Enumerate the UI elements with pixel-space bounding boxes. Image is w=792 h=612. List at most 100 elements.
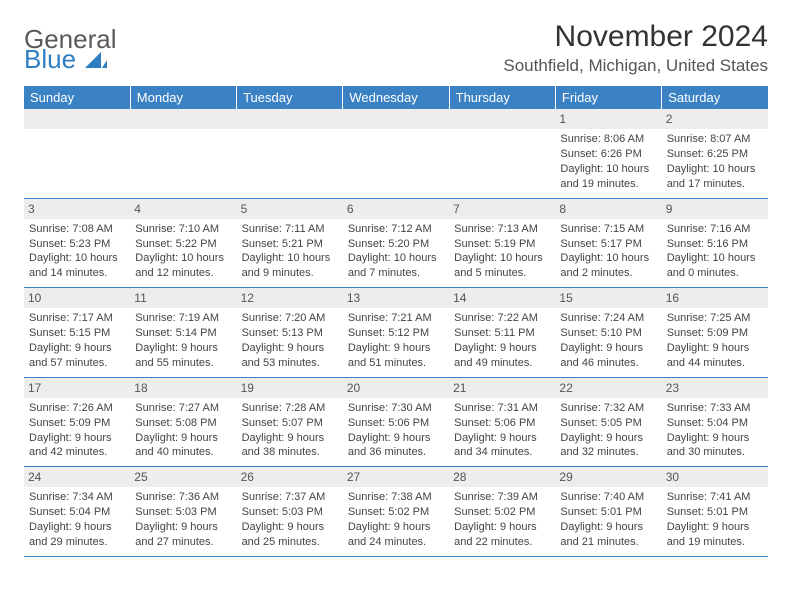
calendar-day-cell: 22Sunrise: 7:32 AMSunset: 5:05 PMDayligh… <box>555 377 661 467</box>
daylight-text: Daylight: 10 hours <box>242 251 338 266</box>
calendar-day-cell <box>24 109 130 198</box>
sunrise-text: Sunrise: 7:39 AM <box>454 490 550 505</box>
sunrise-text: Sunrise: 7:37 AM <box>242 490 338 505</box>
day-number: 18 <box>130 378 236 398</box>
sunrise-text: Sunrise: 7:25 AM <box>667 311 763 326</box>
daylight-text: Daylight: 9 hours <box>348 341 444 356</box>
calendar-day-cell: 18Sunrise: 7:27 AMSunset: 5:08 PMDayligh… <box>130 377 236 467</box>
sunrise-text: Sunrise: 7:13 AM <box>454 222 550 237</box>
calendar-day-cell: 24Sunrise: 7:34 AMSunset: 5:04 PMDayligh… <box>24 467 130 557</box>
sunrise-text: Sunrise: 7:33 AM <box>667 401 763 416</box>
daylight-text: and 32 minutes. <box>560 445 656 460</box>
sunset-text: Sunset: 5:23 PM <box>29 237 125 252</box>
daylight-text: and 24 minutes. <box>348 535 444 550</box>
calendar-day-cell: 30Sunrise: 7:41 AMSunset: 5:01 PMDayligh… <box>662 467 768 557</box>
calendar-day-cell: 3Sunrise: 7:08 AMSunset: 5:23 PMDaylight… <box>24 198 130 288</box>
daylight-text: Daylight: 10 hours <box>560 162 656 177</box>
daylight-text: and 7 minutes. <box>348 266 444 281</box>
daylight-text: Daylight: 10 hours <box>454 251 550 266</box>
calendar-day-cell: 8Sunrise: 7:15 AMSunset: 5:17 PMDaylight… <box>555 198 661 288</box>
day-number: 27 <box>343 467 449 487</box>
day-number: 28 <box>449 467 555 487</box>
calendar-table: SundayMondayTuesdayWednesdayThursdayFrid… <box>24 86 768 557</box>
sunrise-text: Sunrise: 7:38 AM <box>348 490 444 505</box>
daylight-text: and 25 minutes. <box>242 535 338 550</box>
sunset-text: Sunset: 5:12 PM <box>348 326 444 341</box>
day-header: Friday <box>555 86 661 109</box>
sunrise-text: Sunrise: 7:16 AM <box>667 222 763 237</box>
sunset-text: Sunset: 6:26 PM <box>560 147 656 162</box>
day-number: 19 <box>237 378 343 398</box>
daylight-text: Daylight: 9 hours <box>667 431 763 446</box>
calendar-day-cell: 13Sunrise: 7:21 AMSunset: 5:12 PMDayligh… <box>343 288 449 378</box>
daylight-text: Daylight: 9 hours <box>667 341 763 356</box>
daylight-text: Daylight: 10 hours <box>667 162 763 177</box>
sunrise-text: Sunrise: 7:26 AM <box>29 401 125 416</box>
sunset-text: Sunset: 5:15 PM <box>29 326 125 341</box>
daylight-text: Daylight: 9 hours <box>29 431 125 446</box>
day-header: Wednesday <box>343 86 449 109</box>
day-number-empty <box>24 109 130 129</box>
sunset-text: Sunset: 5:16 PM <box>667 237 763 252</box>
sunrise-text: Sunrise: 7:27 AM <box>135 401 231 416</box>
daylight-text: and 9 minutes. <box>242 266 338 281</box>
daylight-text: Daylight: 10 hours <box>348 251 444 266</box>
sunrise-text: Sunrise: 7:41 AM <box>667 490 763 505</box>
daylight-text: and 36 minutes. <box>348 445 444 460</box>
calendar-week: 1Sunrise: 8:06 AMSunset: 6:26 PMDaylight… <box>24 109 768 198</box>
sunset-text: Sunset: 5:04 PM <box>29 505 125 520</box>
daylight-text: and 42 minutes. <box>29 445 125 460</box>
daylight-text: Daylight: 9 hours <box>29 520 125 535</box>
sunset-text: Sunset: 5:06 PM <box>454 416 550 431</box>
day-number: 10 <box>24 288 130 308</box>
daylight-text: Daylight: 10 hours <box>29 251 125 266</box>
daylight-text: Daylight: 9 hours <box>560 431 656 446</box>
calendar-day-cell: 6Sunrise: 7:12 AMSunset: 5:20 PMDaylight… <box>343 198 449 288</box>
day-number: 5 <box>237 199 343 219</box>
daylight-text: Daylight: 9 hours <box>454 520 550 535</box>
logo: General Blue <box>24 26 117 72</box>
daylight-text: Daylight: 9 hours <box>29 341 125 356</box>
daylight-text: and 30 minutes. <box>667 445 763 460</box>
daylight-text: Daylight: 9 hours <box>348 520 444 535</box>
daylight-text: Daylight: 9 hours <box>135 341 231 356</box>
sunrise-text: Sunrise: 7:21 AM <box>348 311 444 326</box>
calendar-day-cell: 29Sunrise: 7:40 AMSunset: 5:01 PMDayligh… <box>555 467 661 557</box>
sunrise-text: Sunrise: 7:32 AM <box>560 401 656 416</box>
calendar-day-cell: 11Sunrise: 7:19 AMSunset: 5:14 PMDayligh… <box>130 288 236 378</box>
day-number: 11 <box>130 288 236 308</box>
daylight-text: and 14 minutes. <box>29 266 125 281</box>
daylight-text: and 19 minutes. <box>560 177 656 192</box>
calendar-day-cell: 19Sunrise: 7:28 AMSunset: 5:07 PMDayligh… <box>237 377 343 467</box>
day-number: 29 <box>555 467 661 487</box>
daylight-text: Daylight: 9 hours <box>560 341 656 356</box>
calendar-day-cell: 28 Sunrise: 7:39 AMSunset: 5:02 PMDayligh… <box>449 467 555 557</box>
sunset-text: Sunset: 5:08 PM <box>135 416 231 431</box>
daylight-text: Daylight: 9 hours <box>454 341 550 356</box>
daylight-text: and 2 minutes. <box>560 266 656 281</box>
sunset-text: Sunset: 5:09 PM <box>667 326 763 341</box>
sunset-text: Sunset: 5:02 PM <box>454 505 550 520</box>
daylight-text: Daylight: 9 hours <box>242 520 338 535</box>
calendar-week: 24Sunrise: 7:34 AMSunset: 5:04 PMDayligh… <box>24 467 768 557</box>
sunset-text: Sunset: 5:01 PM <box>560 505 656 520</box>
calendar-day-cell: 17Sunrise: 7:26 AMSunset: 5:09 PMDayligh… <box>24 377 130 467</box>
sunrise-text: Sunrise: 7:28 AM <box>242 401 338 416</box>
day-number: 17 <box>24 378 130 398</box>
sunset-text: Sunset: 5:17 PM <box>560 237 656 252</box>
day-number-empty <box>237 109 343 129</box>
sunrise-text: Sunrise: 7:40 AM <box>560 490 656 505</box>
daylight-text: and 22 minutes. <box>454 535 550 550</box>
calendar-day-cell: 10Sunrise: 7:17 AMSunset: 5:15 PMDayligh… <box>24 288 130 378</box>
calendar-day-cell: 14Sunrise: 7:22 AMSunset: 5:11 PMDayligh… <box>449 288 555 378</box>
daylight-text: and 46 minutes. <box>560 356 656 371</box>
day-number: 25 <box>130 467 236 487</box>
day-number-empty <box>130 109 236 129</box>
daylight-text: Daylight: 9 hours <box>242 341 338 356</box>
calendar-day-cell: 2Sunrise: 8:07 AMSunset: 6:25 PMDaylight… <box>662 109 768 198</box>
logo-text-block: General Blue <box>24 26 117 72</box>
calendar-day-cell: 27Sunrise: 7:38 AMSunset: 5:02 PMDayligh… <box>343 467 449 557</box>
sunset-text: Sunset: 5:20 PM <box>348 237 444 252</box>
calendar-week: 3Sunrise: 7:08 AMSunset: 5:23 PMDaylight… <box>24 198 768 288</box>
daylight-text: and 51 minutes. <box>348 356 444 371</box>
